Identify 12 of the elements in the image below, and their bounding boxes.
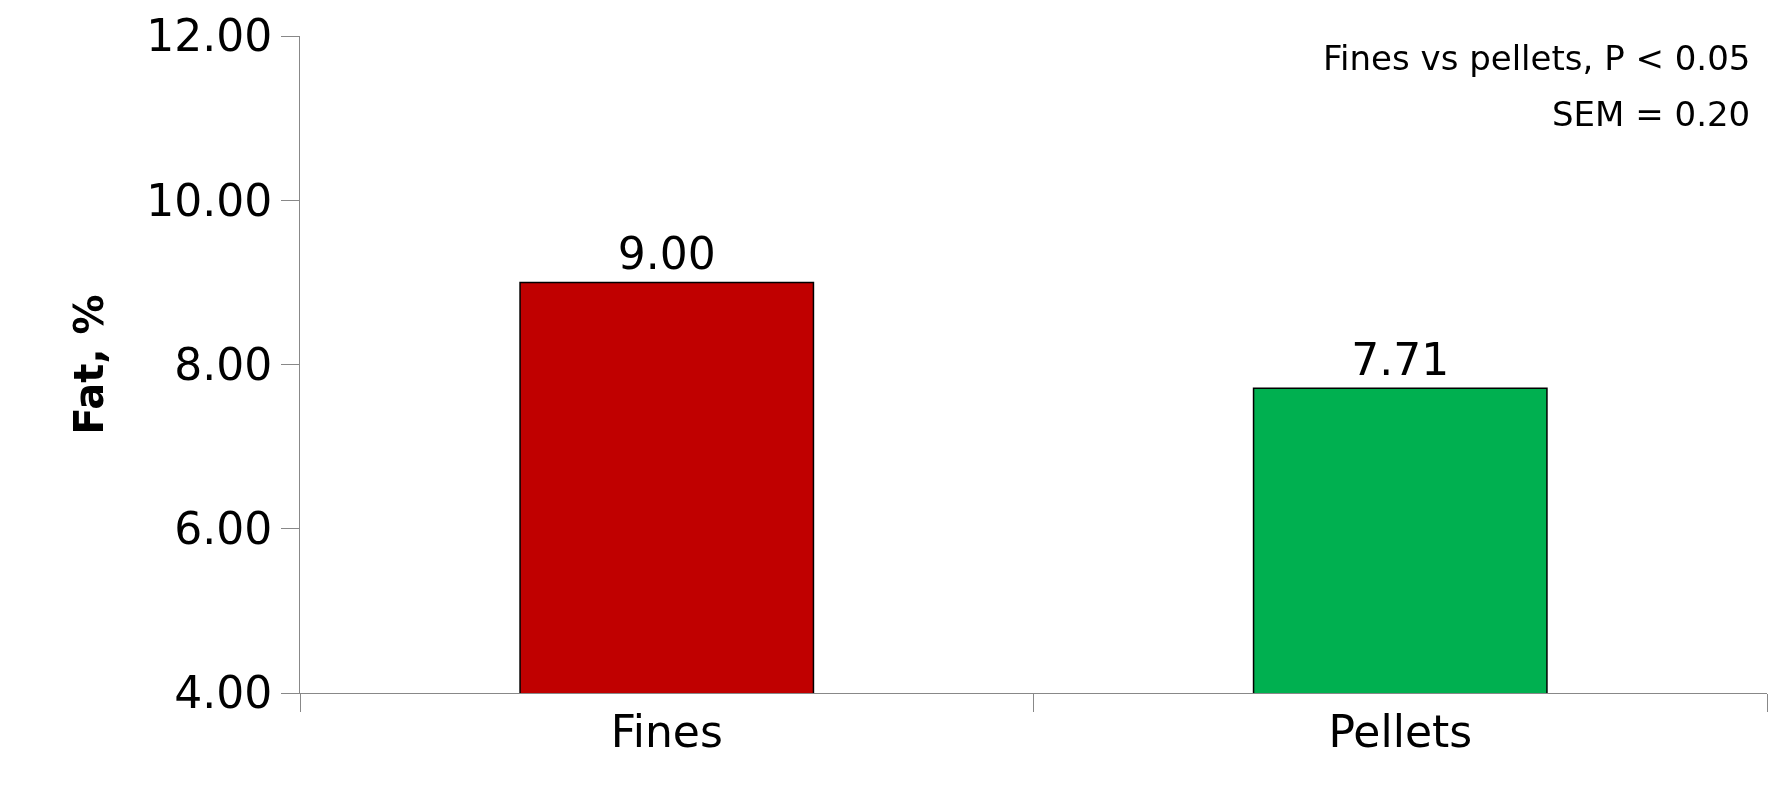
y-axis-title: Fat, % <box>65 294 112 435</box>
y-tick-label: 8.00 <box>174 338 273 390</box>
y-tick-label: 12.00 <box>146 10 273 62</box>
annotation: Fines vs pellets, P < 0.05 <box>1323 38 1751 78</box>
y-tick-label: 6.00 <box>174 503 273 555</box>
x-tick-label: Fines <box>610 705 723 757</box>
data-label: 7.71 <box>1351 334 1450 386</box>
y-tick-label: 10.00 <box>146 174 273 226</box>
data-label: 9.00 <box>617 228 716 280</box>
annotation: SEM = 0.20 <box>1552 94 1751 134</box>
x-tick-label: Pellets <box>1328 705 1473 757</box>
y-tick-label: 4.00 <box>174 667 273 719</box>
